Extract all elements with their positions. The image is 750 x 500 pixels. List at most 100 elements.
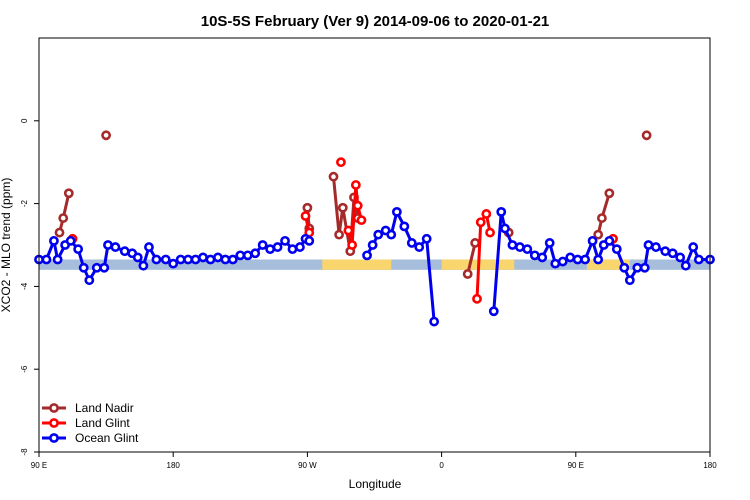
data-point bbox=[557, 256, 568, 267]
y-tick-label: -6 bbox=[20, 365, 29, 373]
data-point bbox=[91, 262, 102, 273]
data-point bbox=[144, 242, 154, 252]
land-segment-0 bbox=[322, 259, 392, 270]
data-point bbox=[462, 269, 473, 279]
y-tick-label: -4 bbox=[20, 282, 29, 290]
data-point bbox=[593, 254, 604, 265]
data-point bbox=[119, 246, 130, 257]
data-point bbox=[190, 254, 201, 265]
data-point bbox=[391, 206, 402, 217]
data-point bbox=[580, 254, 591, 265]
data-point bbox=[680, 260, 691, 271]
series-line bbox=[466, 242, 477, 275]
data-point bbox=[688, 242, 699, 252]
data-point bbox=[362, 250, 372, 261]
data-point bbox=[421, 233, 432, 244]
data-point bbox=[619, 262, 630, 273]
x-tick-label: 180 bbox=[703, 461, 717, 470]
x-axis-label: Longitude bbox=[349, 477, 402, 491]
data-point bbox=[220, 254, 231, 265]
land-segment-2 bbox=[586, 259, 630, 270]
data-point bbox=[386, 229, 397, 240]
data-point bbox=[470, 238, 481, 248]
data-point bbox=[693, 254, 704, 265]
data-point bbox=[280, 235, 290, 246]
data-point bbox=[73, 244, 84, 255]
data-point bbox=[78, 262, 89, 273]
legend-label: Land Glint bbox=[75, 416, 130, 430]
legend-marker bbox=[49, 433, 59, 443]
series-line bbox=[58, 192, 71, 233]
data-point bbox=[347, 240, 358, 250]
y-tick-label: -2 bbox=[20, 199, 29, 207]
data-point bbox=[304, 235, 315, 246]
data-point bbox=[183, 254, 194, 265]
data-point bbox=[596, 213, 607, 223]
data-point bbox=[227, 254, 238, 265]
series-ocean-glint bbox=[34, 206, 715, 327]
data-point bbox=[99, 262, 110, 273]
data-point bbox=[257, 240, 268, 250]
data-point bbox=[235, 250, 246, 261]
x-tick-label: 180 bbox=[167, 461, 181, 470]
data-point bbox=[103, 240, 113, 250]
series-line bbox=[346, 183, 363, 247]
plot-frame bbox=[38, 37, 711, 453]
data-point bbox=[643, 240, 654, 250]
data-point bbox=[49, 235, 59, 246]
data-point bbox=[550, 258, 561, 269]
data-point bbox=[604, 188, 615, 199]
data-point bbox=[65, 235, 76, 246]
legend-marker bbox=[49, 418, 59, 428]
data-point bbox=[514, 242, 525, 252]
data-point bbox=[611, 244, 622, 255]
data-point bbox=[168, 258, 179, 269]
data-point bbox=[110, 242, 121, 252]
data-point bbox=[350, 180, 361, 190]
data-point bbox=[63, 188, 74, 199]
data-point bbox=[641, 130, 652, 141]
data-point bbox=[399, 221, 410, 232]
chart-title: 10S-5S February (Ver 9) 2014-09-06 to 20… bbox=[201, 13, 550, 30]
data-point bbox=[160, 254, 171, 265]
data-point bbox=[352, 200, 363, 211]
data-point bbox=[639, 262, 650, 273]
series-line bbox=[475, 212, 492, 299]
data-point bbox=[302, 202, 313, 213]
data-point bbox=[343, 225, 354, 236]
data-point bbox=[675, 252, 686, 263]
data-point bbox=[651, 242, 661, 252]
data-point bbox=[529, 250, 540, 261]
data-point bbox=[367, 240, 378, 250]
data-point bbox=[242, 250, 253, 261]
data-point bbox=[587, 235, 598, 246]
data-point bbox=[537, 252, 548, 263]
y-tick-label: -8 bbox=[20, 448, 29, 456]
data-point bbox=[52, 254, 63, 265]
data-point bbox=[54, 227, 65, 238]
x-tick-label: 90 W bbox=[298, 461, 317, 470]
data-point bbox=[58, 213, 69, 223]
data-point bbox=[660, 246, 671, 257]
data-point bbox=[295, 242, 305, 252]
data-point bbox=[205, 254, 216, 265]
data-point bbox=[429, 316, 440, 327]
data-point bbox=[336, 157, 346, 168]
data-point bbox=[337, 202, 348, 213]
data-point bbox=[522, 244, 533, 255]
data-point bbox=[500, 223, 510, 234]
data-point bbox=[41, 254, 52, 265]
x-tick-label: 90 E bbox=[568, 461, 584, 470]
data-point bbox=[198, 252, 208, 263]
data-point bbox=[485, 227, 495, 238]
data-point bbox=[507, 240, 518, 250]
legend-label: Land Nadir bbox=[75, 401, 134, 415]
y-tick-label: 0 bbox=[20, 118, 29, 123]
data-point bbox=[624, 275, 635, 286]
x-tick-label: 0 bbox=[439, 461, 444, 470]
data-point bbox=[175, 254, 186, 265]
data-point bbox=[138, 260, 149, 271]
data-point bbox=[356, 215, 367, 226]
